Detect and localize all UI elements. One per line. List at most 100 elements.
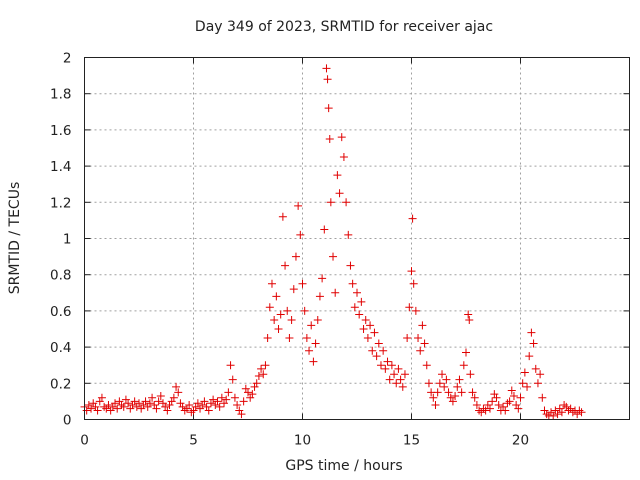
y-axis-ticks: 0 0.2 0.4 0.6 0.8 1 1.2 1.4 1.6 1.8 2 — [50, 51, 630, 429]
data-point — [408, 214, 417, 223]
data-point — [213, 397, 222, 406]
data-point — [121, 395, 130, 404]
data-point — [466, 370, 475, 379]
data-point — [119, 402, 128, 411]
x-tick-label: 10 — [294, 433, 311, 449]
data-point — [451, 391, 460, 400]
data-point — [102, 404, 111, 413]
y-tick-label: 1.6 — [50, 123, 71, 139]
data-point — [200, 397, 209, 406]
data-point — [433, 388, 442, 397]
data-point — [84, 401, 93, 410]
data-point — [263, 334, 272, 343]
data-point — [272, 292, 281, 301]
data-point — [379, 346, 388, 355]
data-point — [281, 261, 290, 270]
data-point — [468, 388, 477, 397]
y-tick-label: 1 — [63, 232, 72, 248]
data-point — [309, 357, 318, 366]
data-point — [135, 399, 143, 408]
data-point — [485, 404, 494, 413]
data-point — [302, 334, 311, 343]
data-point — [193, 399, 202, 408]
data-point — [315, 292, 324, 301]
data-point — [577, 408, 586, 417]
data-point — [575, 406, 584, 415]
data-point — [226, 361, 235, 370]
data-point — [163, 406, 172, 415]
data-point — [323, 75, 332, 84]
data-point — [529, 339, 538, 348]
data-point — [477, 408, 486, 417]
data-point — [533, 379, 542, 388]
data-point — [536, 370, 545, 379]
data-point — [350, 303, 359, 312]
data-point — [217, 393, 226, 402]
data-point — [416, 346, 425, 355]
data-point — [91, 402, 100, 411]
data-point — [246, 393, 255, 402]
data-point — [128, 401, 137, 410]
data-point — [324, 104, 333, 113]
data-point — [400, 370, 409, 379]
data-point — [278, 212, 287, 221]
data-point — [429, 393, 438, 402]
data-point — [117, 401, 126, 410]
data-point — [233, 401, 242, 410]
data-point — [82, 406, 91, 415]
data-point — [390, 370, 399, 379]
data-point — [115, 397, 124, 406]
data-point — [435, 379, 444, 388]
y-tick-label: 0.6 — [50, 304, 71, 320]
data-point — [222, 395, 231, 404]
data-point — [538, 393, 547, 402]
data-point — [566, 404, 575, 413]
data-point — [370, 328, 379, 337]
data-point — [276, 310, 285, 319]
data-point — [111, 399, 120, 408]
data-point — [361, 315, 370, 324]
data-point — [353, 288, 361, 297]
data-point — [333, 171, 342, 180]
data-point — [158, 399, 167, 408]
data-point — [472, 401, 481, 410]
data-point — [211, 401, 220, 410]
data-point — [520, 368, 529, 377]
data-point — [191, 402, 200, 411]
data-point — [329, 252, 338, 261]
data-point — [202, 402, 211, 411]
data-point — [97, 393, 106, 402]
data-point — [265, 303, 274, 312]
data-points — [80, 64, 586, 420]
x-tick-label: 20 — [512, 433, 529, 449]
data-point — [250, 382, 259, 391]
data-point — [438, 370, 447, 379]
data-point — [516, 393, 525, 402]
data-point — [204, 406, 213, 415]
data-point — [270, 315, 279, 324]
data-point — [93, 406, 102, 415]
data-point — [374, 339, 383, 348]
data-point — [499, 402, 508, 411]
data-point — [154, 397, 163, 406]
data-point — [237, 410, 246, 419]
data-point — [366, 321, 375, 330]
y-tick-label: 1.4 — [50, 159, 71, 175]
data-point — [420, 339, 429, 348]
data-point — [318, 274, 327, 283]
data-point — [368, 346, 377, 355]
data-point — [331, 288, 340, 297]
data-point — [481, 406, 490, 415]
data-point — [507, 386, 516, 395]
data-point — [132, 402, 141, 411]
data-point — [224, 388, 233, 397]
data-point — [130, 397, 139, 406]
x-axis-ticks: 0 5 10 15 20 — [80, 57, 529, 449]
data-point — [104, 401, 113, 410]
data-point — [337, 133, 346, 142]
data-point — [182, 404, 191, 413]
data-point — [172, 382, 181, 391]
data-point — [296, 230, 305, 239]
y-tick-label: 1.2 — [50, 195, 71, 211]
data-point — [235, 406, 244, 415]
